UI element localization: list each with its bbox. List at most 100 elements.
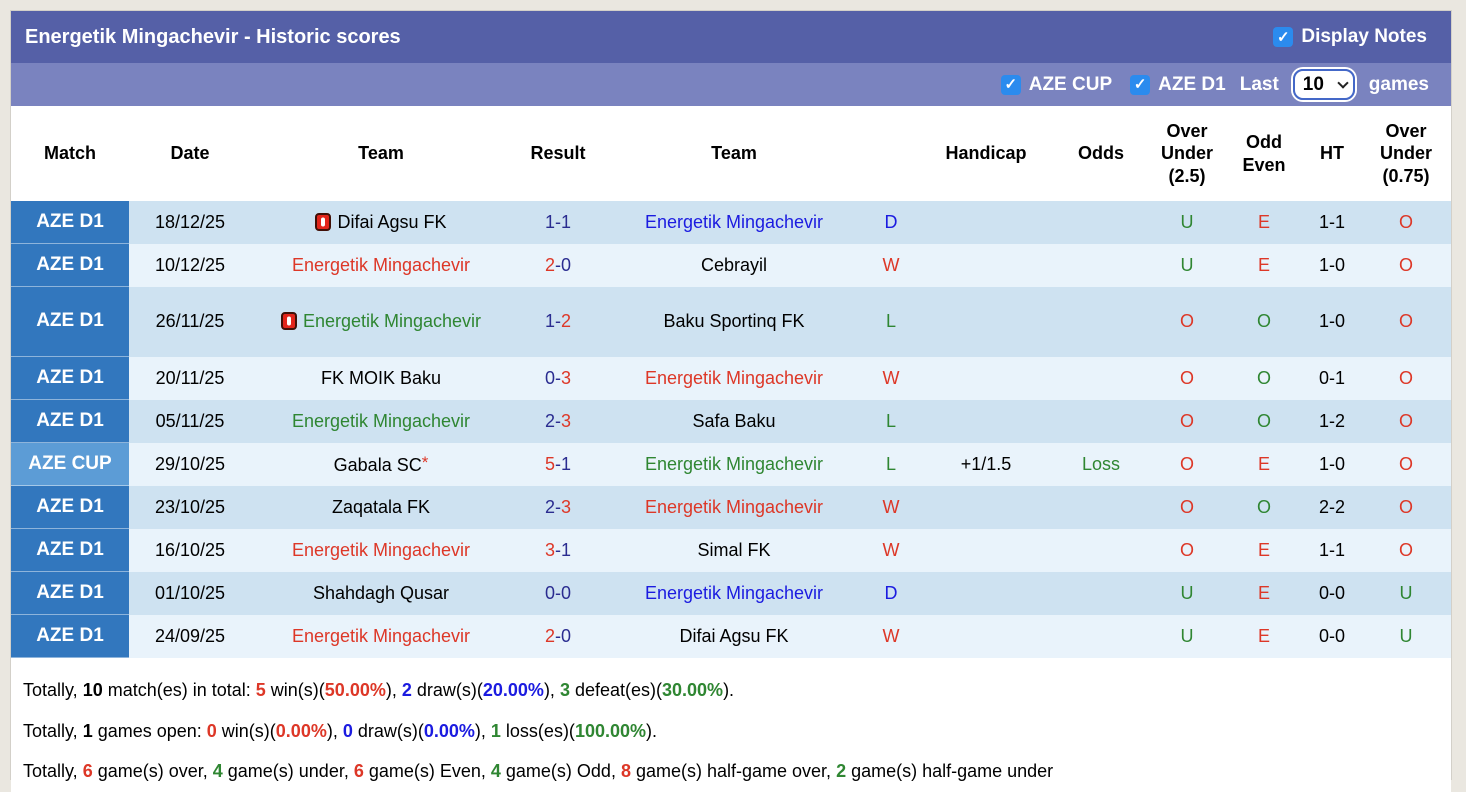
table-row: AZE D1 01/10/25 Shahdagh Qusar 0-0 Energetik… (11, 572, 1451, 615)
away-score: 1 (561, 539, 572, 560)
home-score: 2 (544, 254, 555, 275)
away-team: Energetik Mingachevir (644, 582, 824, 603)
over-under-25: O (1179, 539, 1194, 560)
home-team: FK MOIK Baku (251, 357, 511, 400)
home-team-name: Zaqatala FK (331, 496, 431, 517)
wdl-indicator: W (882, 539, 900, 560)
summary-segment: 100.00% (574, 720, 646, 741)
red-card-icon (280, 312, 297, 331)
result-score: 3-1 (511, 529, 605, 572)
away-team: Simal FK (697, 539, 771, 560)
summary-segment: 6 (82, 761, 93, 781)
col-header-team2: Team (711, 143, 757, 164)
league-badge: AZE D1 (11, 287, 129, 357)
score-separator: - (555, 582, 561, 603)
col-header-date: Date (170, 143, 210, 164)
summary-segment: 3 (559, 680, 570, 700)
summary-segment: 0 (206, 720, 217, 741)
league-badge: AZE CUP (11, 443, 129, 486)
col-header-ou075: Over Under (0.75) (1379, 120, 1432, 186)
league-filter-aze-d1[interactable]: ✓ AZE D1 (1130, 74, 1226, 96)
wdl-indicator: W (882, 367, 900, 388)
odd-even: E (1257, 582, 1270, 603)
display-notes-checkbox[interactable]: ✓ (1273, 27, 1294, 47)
home-score: 0 (544, 367, 555, 388)
league-filter-checkbox[interactable]: ✓ (1000, 74, 1021, 95)
result-score: 2-0 (511, 615, 605, 658)
summary-line: Totally, 1 games open: 0 win(s)(0.00%), … (23, 711, 1451, 752)
handicap-value: +1/1.5 (960, 453, 1012, 474)
handicap-value (919, 287, 1053, 357)
home-team: Gabala SC* (251, 443, 511, 486)
last-games-select[interactable]: 10 (1292, 69, 1355, 100)
wdl-indicator: D (884, 211, 898, 232)
away-score: 3 (561, 410, 572, 431)
over-under-25: O (1179, 453, 1194, 474)
match-date: 24/09/25 (154, 625, 226, 646)
over-under-075: O (1398, 211, 1413, 232)
over-under-075: O (1398, 311, 1413, 332)
handicap-value (919, 400, 1053, 443)
table-row: AZE D1 10/12/25 Energetik Mingachevir 2-0 Ce… (11, 244, 1451, 287)
over-under-075: O (1398, 453, 1413, 474)
away-team: Safa Baku (692, 410, 776, 431)
over-under-25: O (1179, 410, 1194, 431)
score-separator: - (555, 311, 561, 332)
display-notes-toggle[interactable]: ✓ Display Notes (1273, 26, 1427, 48)
over-under-075: U (1399, 625, 1413, 646)
league-badge: AZE D1 (11, 357, 129, 400)
summary-segment: match(es) in total: (102, 680, 256, 700)
half-time-score: 1-1 (1318, 211, 1345, 232)
summary-segment: 6 (353, 761, 364, 781)
summary-segment: 4 (490, 761, 501, 781)
odds-value (1053, 287, 1149, 357)
table-row: AZE D1 18/12/25 Difai Agsu FK 1-1 Energetik … (11, 201, 1451, 244)
wdl-indicator: W (882, 625, 900, 646)
odds-value (1053, 400, 1149, 443)
match-date: 16/10/25 (154, 539, 226, 560)
last-label: Last (1239, 73, 1279, 95)
home-score: 2 (544, 625, 555, 646)
summary-segment: 0 (342, 720, 353, 741)
summary-segment: 1 (82, 720, 93, 741)
odd-even: O (1256, 410, 1271, 431)
half-time-score: 0-0 (1318, 582, 1345, 603)
away-score: 0 (561, 625, 572, 646)
home-team: Difai Agsu FK (251, 201, 511, 244)
league-filter-checkbox[interactable]: ✓ (1130, 74, 1151, 95)
home-team-name: FK MOIK Baku (320, 367, 442, 388)
handicap-value (919, 529, 1053, 572)
home-team: Energetik Mingachevir (251, 244, 511, 287)
summary-segment: ). (723, 680, 735, 700)
over-under-25: U (1180, 254, 1194, 275)
summary-segment: Totally, (23, 680, 83, 700)
summary-segment: ), (385, 680, 402, 700)
over-under-25: O (1179, 367, 1194, 388)
summary-segment: 2 (401, 680, 412, 700)
home-team: Energetik Mingachevir (251, 287, 511, 357)
home-team-name: Energetik Mingachevir (291, 410, 471, 431)
home-team-name: Shahdagh Qusar (312, 582, 450, 603)
result-score: 2-0 (511, 244, 605, 287)
summary-segment: 1 (490, 720, 501, 741)
summary-segment: defeat(es)( (569, 680, 662, 700)
summary-segment: 0.00% (423, 720, 475, 741)
table-row: AZE D1 16/10/25 Energetik Mingachevir 3-1 Si… (11, 529, 1451, 572)
away-team: Difai Agsu FK (679, 625, 789, 646)
home-score: 2 (544, 496, 555, 517)
away-team: Energetik Mingachevir (644, 453, 824, 474)
league-badge: AZE D1 (11, 615, 129, 658)
home-score: 3 (544, 539, 555, 560)
half-time-score: 1-0 (1318, 311, 1345, 332)
odd-even: O (1256, 496, 1271, 517)
wdl-indicator: D (884, 582, 898, 603)
away-score: 0 (561, 582, 572, 603)
odd-even: O (1256, 311, 1271, 332)
away-team: Energetik Mingachevir (644, 367, 824, 388)
summary-segment: 10 (82, 680, 103, 700)
summary-segment: 5 (255, 680, 266, 700)
home-team: Energetik Mingachevir (251, 400, 511, 443)
over-under-075: O (1398, 367, 1413, 388)
odds-value (1053, 529, 1149, 572)
league-filter-aze-cup[interactable]: ✓ AZE CUP (1000, 74, 1112, 96)
